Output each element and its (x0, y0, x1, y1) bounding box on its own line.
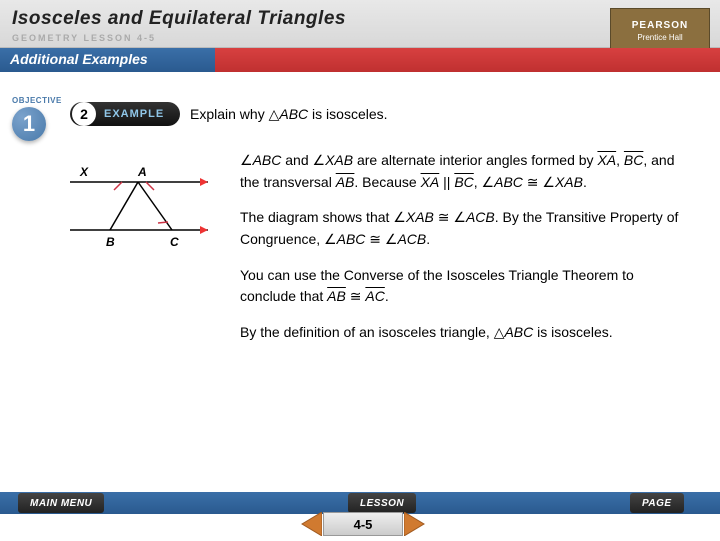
example-badge: 2 EXAMPLE (70, 102, 180, 126)
next-arrow-icon[interactable] (404, 512, 426, 536)
txt: You can use the Converse of the Isoscele… (240, 267, 634, 305)
paragraph-2: The diagram shows that ∠XAB ≅ ∠ACB. By t… (240, 207, 690, 250)
objective-column: OBJECTIVE 1 (12, 96, 60, 141)
txt: ABC (253, 152, 282, 168)
txt: . (426, 231, 430, 247)
segment: BC (624, 152, 643, 168)
svg-text:X: X (79, 165, 89, 179)
additional-examples-label: Additional Examples (0, 48, 215, 72)
txt: ACB (397, 231, 426, 247)
txt: ≅ ∠ (365, 231, 397, 247)
paragraph-1: ∠ABC and ∠XAB are alternate interior ang… (240, 150, 690, 193)
main-menu-button[interactable]: MAIN MENU (18, 493, 104, 513)
txt: ≅ ∠ (434, 209, 466, 225)
txt: . (583, 174, 587, 190)
prompt-text-1: Explain why (190, 106, 269, 122)
publisher-name: PEARSON (632, 20, 688, 31)
txt: ∠ (240, 152, 253, 168)
paragraph-4: By the definition of an isosceles triang… (240, 322, 690, 344)
txt: . (385, 288, 389, 304)
example-body: ∠ABC and ∠XAB are alternate interior ang… (240, 150, 690, 358)
svg-text:A: A (137, 165, 147, 179)
triangle-symbol: △ (269, 106, 280, 122)
txt: and ∠ (281, 152, 325, 168)
additional-examples-bar-right (215, 48, 720, 72)
paragraph-3: You can use the Converse of the Isoscele… (240, 265, 690, 308)
txt: ACB (466, 209, 495, 225)
lesson-button[interactable]: LESSON (348, 493, 416, 513)
slide-footer: MAIN MENU LESSON PAGE 4-5 (0, 492, 720, 540)
txt: ABC (504, 324, 533, 340)
objective-number-badge: 1 (12, 107, 46, 141)
example-label: EXAMPLE (104, 108, 164, 120)
additional-examples-bar: Additional Examples (0, 48, 720, 72)
segment: BC (454, 174, 473, 190)
slide-header: Isosceles and Equilateral Triangles GEOM… (0, 0, 720, 48)
prev-arrow-icon[interactable] (300, 512, 322, 536)
txt: The diagram shows that ∠ (240, 209, 406, 225)
publisher-imprint: Prentice Hall (637, 33, 682, 42)
segment: AB (336, 174, 355, 190)
txt: || (439, 174, 454, 190)
txt: By the definition of an isosceles triang… (240, 324, 504, 340)
lesson-number-chip: 4-5 (323, 512, 403, 536)
txt: . Because (354, 174, 420, 190)
segment: XA (421, 174, 440, 190)
txt: , (616, 152, 624, 168)
txt: ≅ (346, 288, 366, 304)
txt: ≅ ∠ (523, 174, 555, 190)
txt: ABC (337, 231, 366, 247)
txt: XAB (555, 174, 583, 190)
svg-text:B: B (106, 235, 115, 249)
objective-label: OBJECTIVE (12, 96, 60, 105)
segment: AC (365, 288, 384, 304)
prompt-ital: ABC (279, 106, 308, 122)
txt: is isosceles. (533, 324, 612, 340)
txt: XAB (325, 152, 353, 168)
page-button[interactable]: PAGE (630, 493, 684, 513)
txt: are alternate interior angles formed by (353, 152, 597, 168)
txt: , ∠ (474, 174, 494, 190)
slide-title: Isosceles and Equilateral Triangles (12, 8, 708, 30)
geometry-figure: X A B C (60, 160, 230, 250)
example-prompt: Explain why △ABC is isosceles. (190, 106, 388, 123)
svg-text:C: C (170, 235, 179, 249)
txt: XAB (406, 209, 434, 225)
txt: ABC (494, 174, 523, 190)
prompt-text-2: is isosceles. (308, 106, 387, 122)
segment: AB (327, 288, 346, 304)
slide-subtitle: GEOMETRY LESSON 4-5 (12, 33, 708, 43)
example-number: 2 (72, 102, 96, 126)
segment: XA (597, 152, 616, 168)
